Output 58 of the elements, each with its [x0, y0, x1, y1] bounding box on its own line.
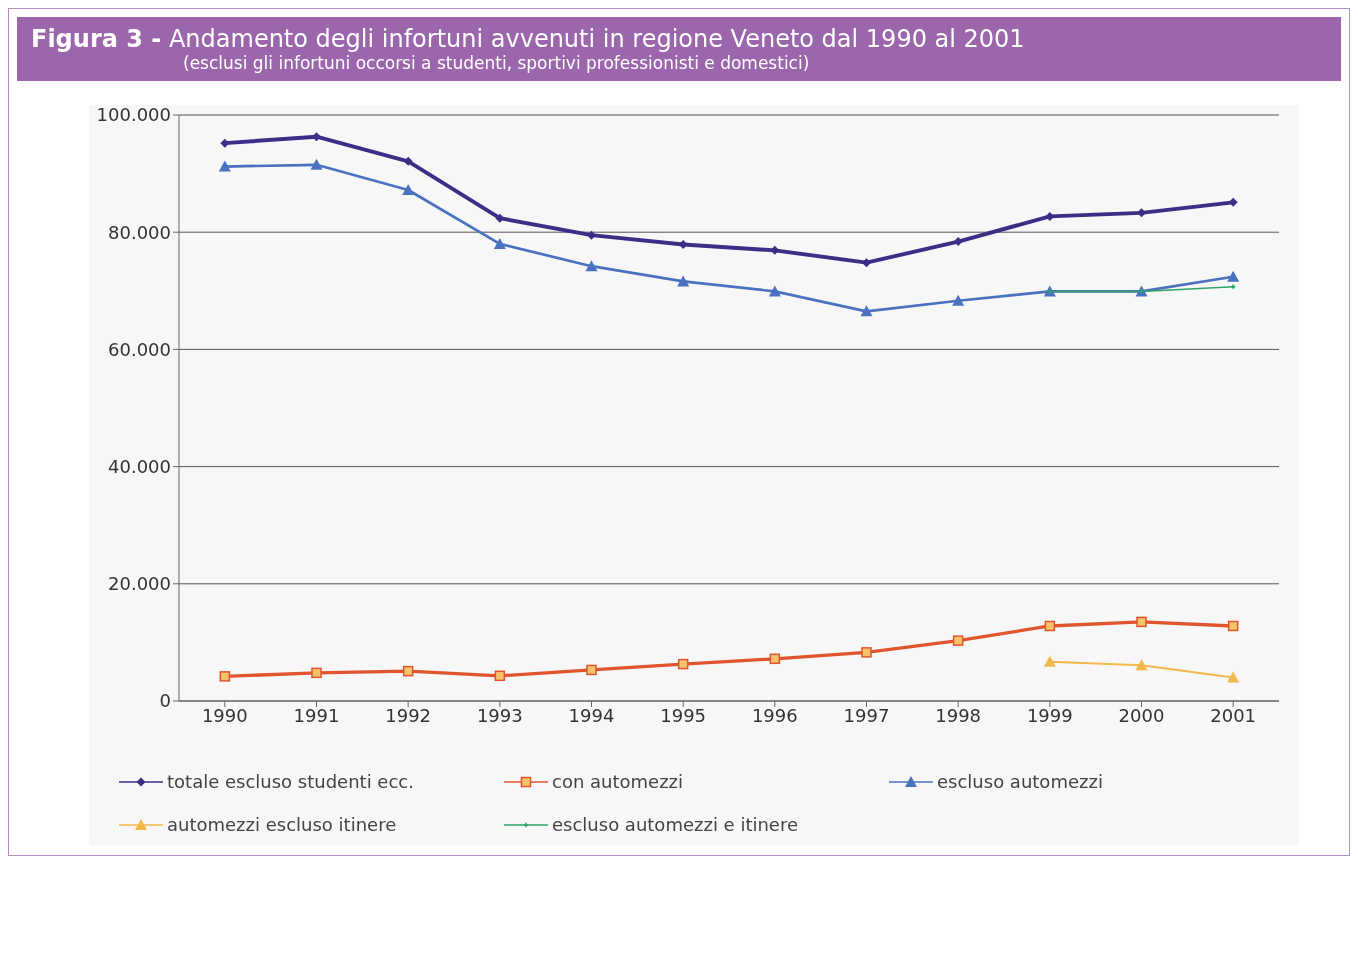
point	[218, 160, 231, 172]
x-tick-label: 2001	[1210, 704, 1257, 726]
y-tick-label: 40.000	[108, 455, 171, 477]
point	[862, 258, 871, 268]
point	[860, 305, 873, 317]
point	[1227, 270, 1240, 282]
x-tick-label: 1997	[843, 704, 890, 726]
point	[952, 635, 964, 646]
y-tick-label: 80.000	[108, 221, 171, 243]
point	[1137, 208, 1146, 218]
point	[219, 671, 231, 682]
point	[768, 285, 781, 297]
point	[1227, 671, 1240, 683]
point	[861, 647, 872, 658]
x-tick-label: 1992	[385, 704, 432, 726]
point	[311, 667, 322, 679]
chart-subtitle: (esclusi gli infortuni occorsi a studenti, sportivi professionisti e domestici)	[182, 53, 811, 73]
point	[587, 230, 596, 240]
point	[494, 670, 506, 682]
point	[677, 275, 690, 287]
x-tick-label: 1994	[568, 704, 615, 726]
point	[1136, 616, 1147, 628]
x-tick-label: 1999	[1026, 704, 1073, 726]
chart-title: Figura 3 - Andamento degli infortuni avvenuti in regione Veneto dal 1990 al 2001	[31, 25, 1026, 53]
legend-label: automezzi escluso itinere	[167, 814, 397, 835]
legend-label: con automezzi	[552, 771, 684, 792]
x-tick-label: 1993	[476, 704, 523, 726]
point	[585, 260, 598, 272]
point	[402, 665, 414, 677]
point	[1227, 620, 1239, 632]
y-tick-label: 60.000	[108, 338, 171, 360]
point	[769, 653, 781, 665]
point	[1230, 283, 1237, 290]
point	[677, 658, 689, 670]
legend-label: escluso automezzi	[937, 771, 1103, 792]
x-tick-label: 1995	[660, 704, 707, 726]
x-tick-label: 1990	[201, 704, 248, 726]
x-tick-label: 1991	[293, 704, 340, 726]
point	[586, 664, 597, 676]
point	[403, 156, 413, 166]
point	[952, 294, 965, 306]
y-tick-label: 20.000	[108, 573, 171, 595]
point	[310, 158, 323, 170]
point	[312, 132, 321, 142]
point	[220, 138, 230, 148]
x-tick-label: 1998	[935, 704, 982, 726]
x-tick-label: 2000	[1118, 704, 1165, 726]
y-tick-label: 100.000	[96, 104, 171, 126]
point	[1043, 655, 1056, 667]
point	[953, 237, 963, 247]
y-tick-label: 0	[159, 690, 171, 712]
legend-label: escluso automezzi e itinere	[552, 814, 799, 835]
legend-label: totale escluso studenti ecc.	[167, 771, 414, 792]
point	[493, 237, 506, 249]
x-tick-label: 1996	[751, 704, 798, 726]
point	[1135, 659, 1148, 671]
point	[402, 184, 415, 196]
point	[1044, 620, 1056, 632]
